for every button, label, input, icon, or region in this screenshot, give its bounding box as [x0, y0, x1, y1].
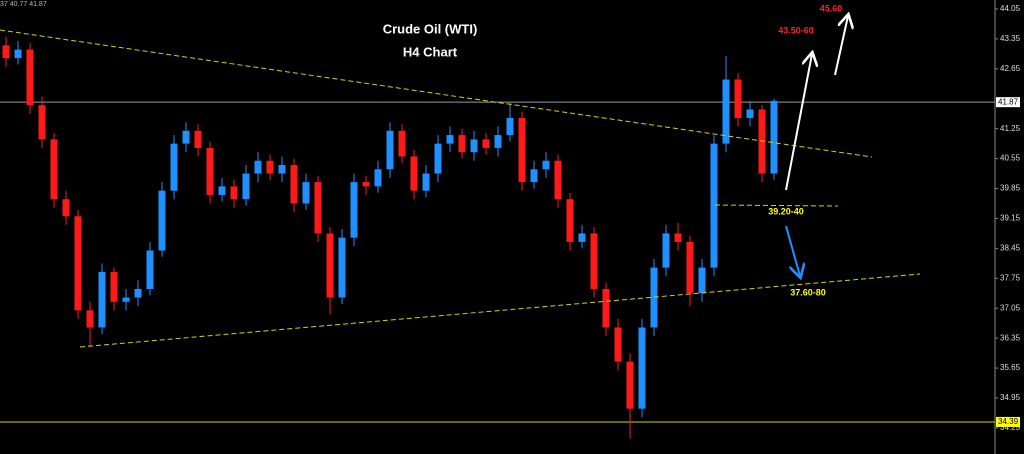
candle-body — [662, 233, 670, 268]
candle-body — [14, 49, 22, 59]
candle-body — [2, 45, 10, 59]
y-tick-label: 43.35 — [1000, 34, 1021, 43]
candle-body — [242, 173, 250, 200]
candle-body — [362, 182, 370, 187]
price-level-box — [996, 416, 1020, 427]
candle-body — [218, 186, 226, 195]
candle-body — [386, 130, 394, 170]
candle-body — [554, 160, 562, 200]
candle-body — [770, 100, 778, 174]
annotation: 39.20-40 — [768, 206, 804, 216]
candle-body — [98, 271, 106, 328]
candle-body — [26, 49, 34, 106]
candle-body — [326, 233, 334, 298]
candle-body — [50, 139, 58, 200]
y-tick-label: 38.45 — [1000, 243, 1021, 252]
y-tick-label: 42.65 — [1000, 64, 1021, 73]
annotation: 37.60-80 — [790, 287, 826, 297]
target-line — [714, 204, 839, 207]
candle-body — [578, 233, 586, 242]
candle-body — [470, 139, 478, 153]
chart-title: Crude Oil (WTI) — [383, 21, 478, 36]
candle-body — [542, 160, 550, 170]
candle-body — [254, 160, 262, 174]
candle-body — [38, 105, 46, 140]
candle-body — [566, 199, 574, 242]
trendline — [0, 29, 873, 158]
candle-body — [110, 271, 118, 302]
candle-body — [314, 182, 322, 234]
candle-body — [410, 156, 418, 191]
candle-body — [170, 143, 178, 191]
chart-subtitle: H4 Chart — [403, 44, 458, 59]
candle-body — [698, 267, 706, 294]
candle-body — [350, 182, 358, 238]
candle-body — [530, 169, 538, 183]
candle-body — [146, 250, 154, 289]
y-tick-label: 41.25 — [1000, 124, 1021, 133]
y-tick-label: 34.25 — [1000, 423, 1021, 432]
price-level-box — [996, 97, 1020, 108]
candle-body — [506, 117, 514, 136]
candle-body — [398, 130, 406, 157]
y-tick-label: 36.35 — [1000, 333, 1021, 342]
y-tick-label: 40.55 — [1000, 154, 1021, 163]
candle-body — [158, 190, 166, 251]
price-level-label: 41.87 — [998, 97, 1019, 106]
candle-body — [446, 135, 454, 144]
candle-body — [122, 297, 130, 302]
candle-body — [434, 143, 442, 174]
annotation: 43.50-60 — [778, 25, 814, 35]
candle-body — [86, 310, 94, 328]
candle-body — [758, 109, 766, 174]
candle-body — [626, 361, 634, 409]
arrow — [785, 54, 812, 191]
candle-body — [518, 117, 526, 183]
y-tick-label: 39.15 — [1000, 214, 1021, 223]
candle-body — [590, 233, 598, 289]
header: 37 40.77 41.87 — [0, 1, 47, 8]
y-tick-label: 44.05 — [1000, 4, 1021, 13]
candle-body — [746, 109, 754, 118]
candle-body — [482, 139, 490, 148]
candle-body — [638, 327, 646, 409]
candle-body — [278, 165, 286, 174]
candle-body — [734, 79, 742, 118]
candle-body — [674, 233, 682, 242]
arrow — [834, 16, 848, 76]
candle-body — [710, 143, 718, 268]
y-tick-label: 34.95 — [1000, 393, 1021, 402]
candle-body — [614, 327, 622, 362]
candle-body — [338, 237, 346, 298]
arrow — [785, 225, 800, 276]
candle-body — [206, 147, 214, 195]
candle-body — [134, 288, 142, 298]
y-tick-label: 37.75 — [1000, 273, 1021, 282]
annotation: 45.60 — [820, 3, 843, 13]
candle-body — [266, 160, 274, 174]
y-tick-label: 35.65 — [1000, 363, 1021, 372]
candle-body — [686, 241, 694, 294]
candle-body — [374, 169, 382, 187]
candle-body — [74, 216, 82, 311]
candle-body — [290, 165, 298, 204]
candle-body — [182, 130, 190, 144]
candle-body — [194, 130, 202, 148]
price-level-label: 34.39 — [998, 417, 1019, 426]
trendline — [79, 273, 921, 348]
candle-body — [494, 135, 502, 148]
candle-body — [458, 135, 466, 153]
candle-body — [602, 288, 610, 328]
candle-body — [62, 199, 70, 217]
candle-body — [302, 182, 310, 204]
y-tick-label: 37.05 — [1000, 303, 1021, 312]
candle-body — [230, 186, 238, 200]
candle-body — [722, 79, 730, 144]
y-tick-label: 39.85 — [1000, 184, 1021, 193]
candle-body — [422, 173, 430, 191]
